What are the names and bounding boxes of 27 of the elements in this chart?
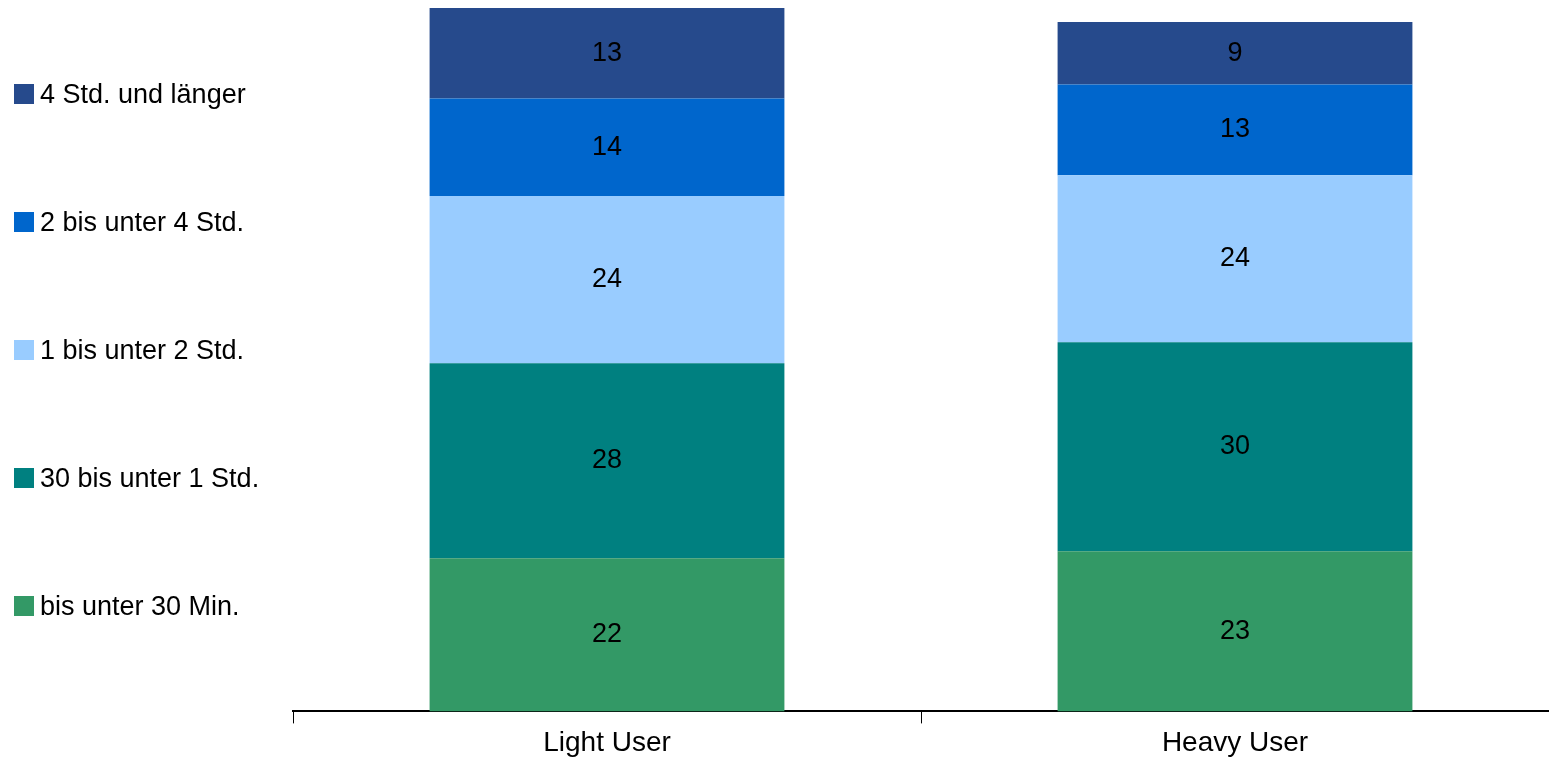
legend-label: 2 bis unter 4 Std. xyxy=(40,206,245,238)
bar xyxy=(1057,21,1413,85)
x-tick-label: Heavy User xyxy=(1161,725,1309,757)
bar xyxy=(429,558,785,712)
data-label: 14 xyxy=(591,130,623,161)
bar xyxy=(1057,175,1413,343)
bar xyxy=(429,98,785,197)
bar xyxy=(1057,551,1413,712)
data-label: 24 xyxy=(591,263,623,294)
x-tick-label: Light User xyxy=(543,725,671,757)
data-label: 24 xyxy=(1219,242,1251,273)
bar xyxy=(1057,342,1413,552)
data-label: 28 xyxy=(591,444,623,475)
data-label: 22 xyxy=(591,618,623,649)
data-label: 23 xyxy=(1219,614,1251,645)
legend-label: 1 bis unter 2 Std. xyxy=(40,334,245,366)
data-label: 9 xyxy=(1227,36,1243,67)
data-label: 30 xyxy=(1219,430,1251,461)
bar xyxy=(429,363,785,559)
data-label: 13 xyxy=(1219,113,1251,144)
data-label: 13 xyxy=(591,36,623,67)
bar xyxy=(429,8,785,99)
bar xyxy=(429,196,785,364)
legend-label: 30 bis unter 1 Std. xyxy=(40,462,260,494)
legend-label: 4 Std. und länger xyxy=(40,78,246,110)
bar xyxy=(1057,84,1413,176)
legend-label: bis unter 30 Min. xyxy=(40,590,240,622)
